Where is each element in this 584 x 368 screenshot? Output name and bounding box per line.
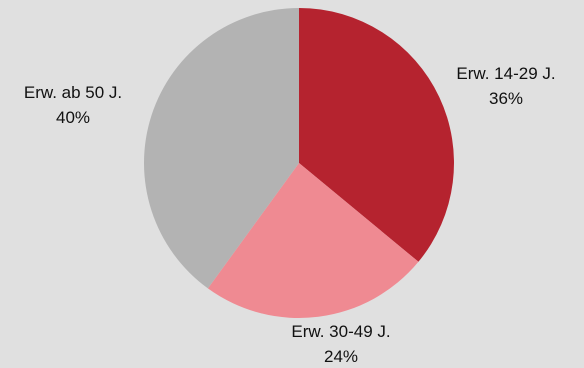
slice-labels: Erw. 14-29 J. 36% Erw. 30-49 J. 24% Erw.… bbox=[24, 64, 556, 366]
slice-label-erw-ab-50: Erw. ab 50 J. bbox=[24, 83, 122, 102]
slice-label-erw-14-29: Erw. 14-29 J. bbox=[456, 64, 555, 83]
slice-value-erw-30-49: 24% bbox=[324, 347, 358, 366]
slice-value-erw-14-29: 36% bbox=[489, 89, 523, 108]
pie-slices bbox=[143, 8, 454, 319]
slice-label-erw-30-49: Erw. 30-49 J. bbox=[291, 322, 390, 341]
pie-slice-erw-ab-50 bbox=[143, 8, 299, 289]
pie-slice-erw-30-49 bbox=[207, 163, 419, 319]
slice-value-erw-ab-50: 40% bbox=[56, 108, 90, 127]
pie-slice-erw-14-29 bbox=[299, 8, 454, 262]
